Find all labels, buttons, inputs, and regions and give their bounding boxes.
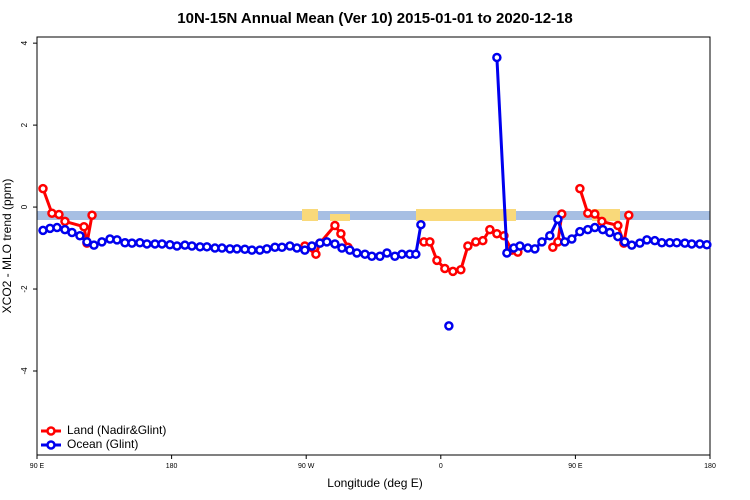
x-tick-label: 90 W bbox=[298, 463, 315, 470]
point bbox=[537, 237, 547, 247]
y-tick-label: 4 bbox=[20, 40, 29, 45]
point bbox=[311, 249, 321, 259]
point bbox=[515, 241, 525, 251]
point bbox=[478, 235, 488, 246]
mask-land bbox=[330, 214, 350, 221]
point bbox=[82, 237, 92, 247]
point bbox=[307, 241, 317, 251]
point bbox=[463, 241, 473, 251]
point bbox=[330, 239, 340, 249]
chart-title: 10N-15N Annual Mean (Ver 10) 2015-01-01 … bbox=[177, 10, 572, 27]
point bbox=[397, 249, 407, 259]
point bbox=[456, 265, 466, 275]
y-tick-label: -4 bbox=[20, 367, 29, 375]
legend-marker bbox=[46, 440, 56, 450]
point bbox=[187, 241, 197, 251]
point bbox=[590, 209, 600, 219]
point bbox=[217, 243, 227, 253]
legend-marker bbox=[46, 426, 56, 436]
point bbox=[567, 234, 577, 244]
point bbox=[127, 238, 137, 248]
point bbox=[627, 240, 637, 250]
point bbox=[425, 237, 435, 247]
point bbox=[79, 221, 89, 232]
point bbox=[38, 183, 48, 194]
point bbox=[597, 216, 607, 227]
point bbox=[444, 321, 454, 331]
point bbox=[172, 241, 182, 251]
point bbox=[52, 222, 62, 233]
mask-land bbox=[416, 209, 516, 221]
point bbox=[545, 231, 555, 241]
point bbox=[89, 240, 99, 250]
point bbox=[262, 244, 272, 254]
point bbox=[590, 222, 600, 233]
point bbox=[330, 220, 340, 231]
point bbox=[613, 231, 623, 242]
point bbox=[548, 242, 558, 252]
point bbox=[657, 237, 667, 248]
y-tick-label: 0 bbox=[20, 204, 29, 209]
mask-land bbox=[302, 209, 318, 221]
point bbox=[336, 228, 346, 239]
point bbox=[605, 227, 615, 238]
legend-label: Ocean (Glint) bbox=[67, 437, 138, 451]
point bbox=[352, 248, 362, 258]
point bbox=[485, 224, 495, 235]
point bbox=[75, 231, 85, 241]
point bbox=[687, 239, 697, 249]
x-tick-label: 180 bbox=[704, 463, 716, 470]
point bbox=[530, 244, 540, 254]
point bbox=[382, 248, 392, 258]
point bbox=[232, 244, 242, 254]
point bbox=[142, 239, 152, 249]
point bbox=[277, 242, 287, 252]
point bbox=[202, 242, 212, 252]
point bbox=[322, 237, 332, 247]
point bbox=[432, 255, 442, 266]
x-tick-label: 90 E bbox=[30, 463, 45, 470]
point bbox=[553, 214, 563, 225]
point bbox=[292, 243, 302, 253]
point bbox=[54, 209, 64, 220]
point bbox=[157, 239, 167, 249]
point bbox=[448, 266, 458, 277]
point bbox=[411, 249, 421, 259]
x-axis-label: Longitude (deg E) bbox=[327, 476, 422, 490]
point bbox=[440, 263, 450, 274]
point bbox=[624, 210, 634, 221]
point bbox=[300, 245, 310, 255]
point bbox=[375, 251, 385, 261]
point bbox=[575, 183, 585, 194]
point bbox=[247, 245, 257, 255]
point bbox=[620, 237, 630, 247]
x-tick-label: 0 bbox=[439, 463, 443, 470]
point bbox=[613, 220, 623, 231]
x-tick-label: 180 bbox=[166, 463, 178, 470]
point bbox=[635, 238, 645, 248]
point bbox=[60, 216, 70, 227]
point bbox=[112, 235, 122, 245]
point bbox=[575, 226, 585, 237]
point bbox=[492, 52, 502, 63]
point bbox=[672, 237, 682, 248]
point bbox=[642, 235, 652, 245]
point bbox=[67, 227, 77, 238]
y-tick-label: 2 bbox=[20, 122, 29, 127]
y-axis-label: XCO2 - MLO trend (ppm) bbox=[0, 179, 14, 314]
x-tick-label: 90 E bbox=[568, 463, 583, 470]
point bbox=[367, 251, 377, 261]
legend-label: Land (Nadir&Glint) bbox=[67, 423, 166, 437]
point bbox=[702, 240, 712, 250]
y-tick-label: -2 bbox=[20, 285, 29, 293]
point bbox=[337, 243, 347, 253]
point bbox=[97, 237, 107, 247]
mask-band bbox=[37, 211, 710, 220]
point bbox=[416, 219, 426, 230]
point bbox=[87, 210, 97, 221]
point bbox=[502, 248, 512, 258]
